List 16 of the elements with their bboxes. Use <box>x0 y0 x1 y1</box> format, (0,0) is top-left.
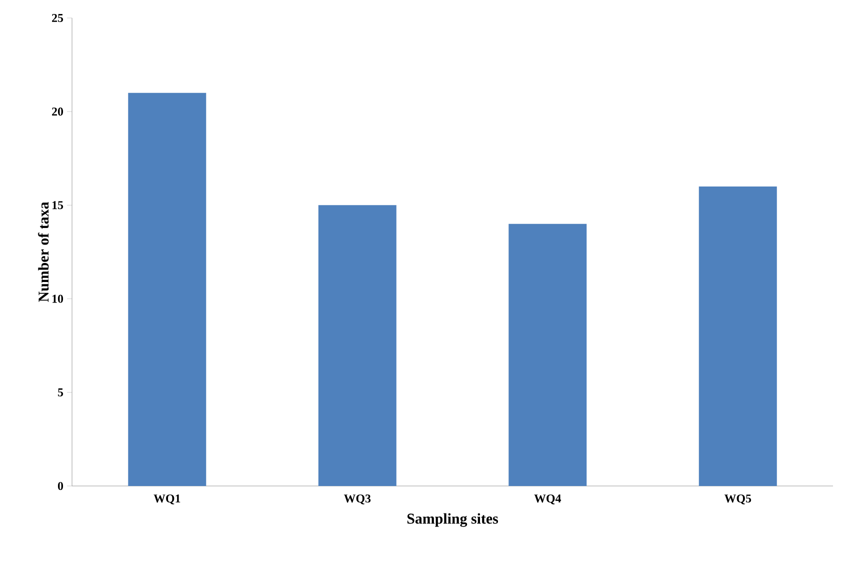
bar <box>128 92 206 486</box>
bar <box>698 186 777 486</box>
y-axis-title: Number of taxa <box>38 202 49 302</box>
x-tick-label: WQ3 <box>344 494 371 504</box>
y-tick-label: 5 <box>58 388 64 396</box>
bar <box>508 224 587 486</box>
y-tick-label: 0 <box>58 482 64 490</box>
x-tick-label: WQ1 <box>154 494 180 504</box>
x-tick-label: WQ5 <box>724 494 752 504</box>
x-axis-title: Sampling sites <box>407 513 498 527</box>
bar <box>318 205 396 486</box>
x-tick-label: WQ4 <box>534 494 562 504</box>
y-tick-label: 25 <box>52 14 64 22</box>
y-tick-label: 15 <box>52 201 64 210</box>
y-tick-label: 20 <box>52 108 64 116</box>
y-tick-label: 10 <box>52 294 64 303</box>
